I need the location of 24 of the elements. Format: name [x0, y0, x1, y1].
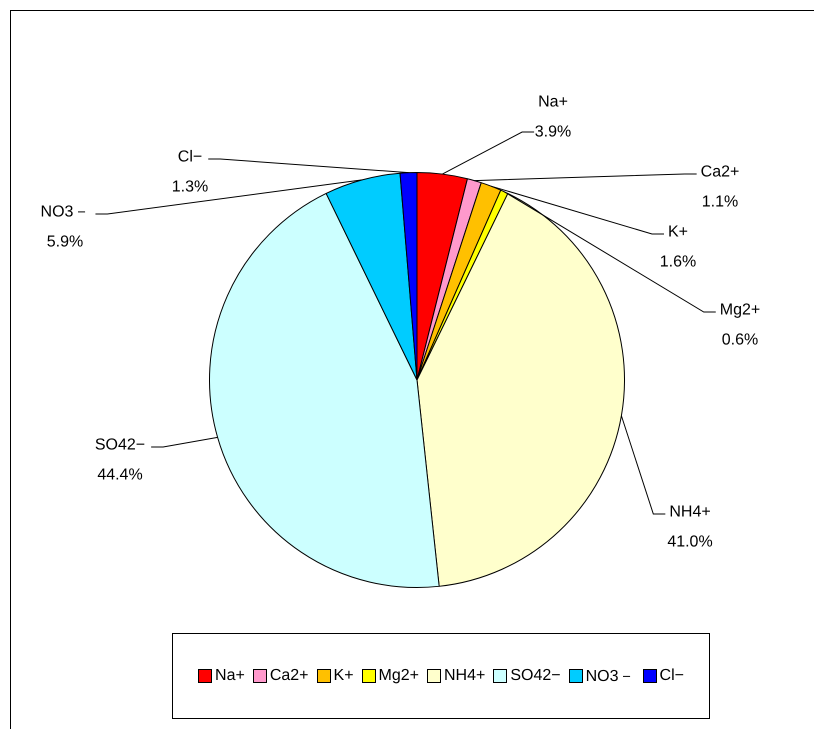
slice-label: Cl− — [178, 148, 202, 166]
slice-label: Na+ — [538, 93, 568, 110]
legend-label: SO42− — [510, 667, 561, 685]
legend-label: Mg2+ — [378, 667, 419, 685]
slice-label: Mg2+ — [720, 301, 760, 318]
legend-label: NH4+ — [444, 667, 486, 685]
legend-label: Na+ — [215, 667, 245, 685]
slice-label: K+ — [668, 223, 688, 240]
data-label: 1.3% — [172, 178, 208, 196]
slice-label: NH4+ — [669, 503, 711, 520]
data-label: 0.6% — [722, 331, 758, 348]
legend-label: K+ — [334, 667, 354, 685]
data-label: 3.9% — [534, 123, 572, 140]
legend-label: Ca2+ — [270, 667, 309, 685]
slice-label: NO3－ — [40, 203, 90, 220]
legend-label: Cl− — [660, 667, 684, 685]
data-label: 1.1% — [702, 193, 738, 210]
slice-label: SO42− — [94, 436, 146, 454]
data-label: 1.6% — [660, 253, 696, 270]
data-label: 44.4% — [97, 466, 143, 484]
data-label: 5.9% — [46, 233, 84, 250]
data-label: 41.0% — [667, 533, 713, 550]
legend-label: NO3－ — [586, 666, 635, 686]
slice-label: Ca2+ — [700, 163, 740, 180]
